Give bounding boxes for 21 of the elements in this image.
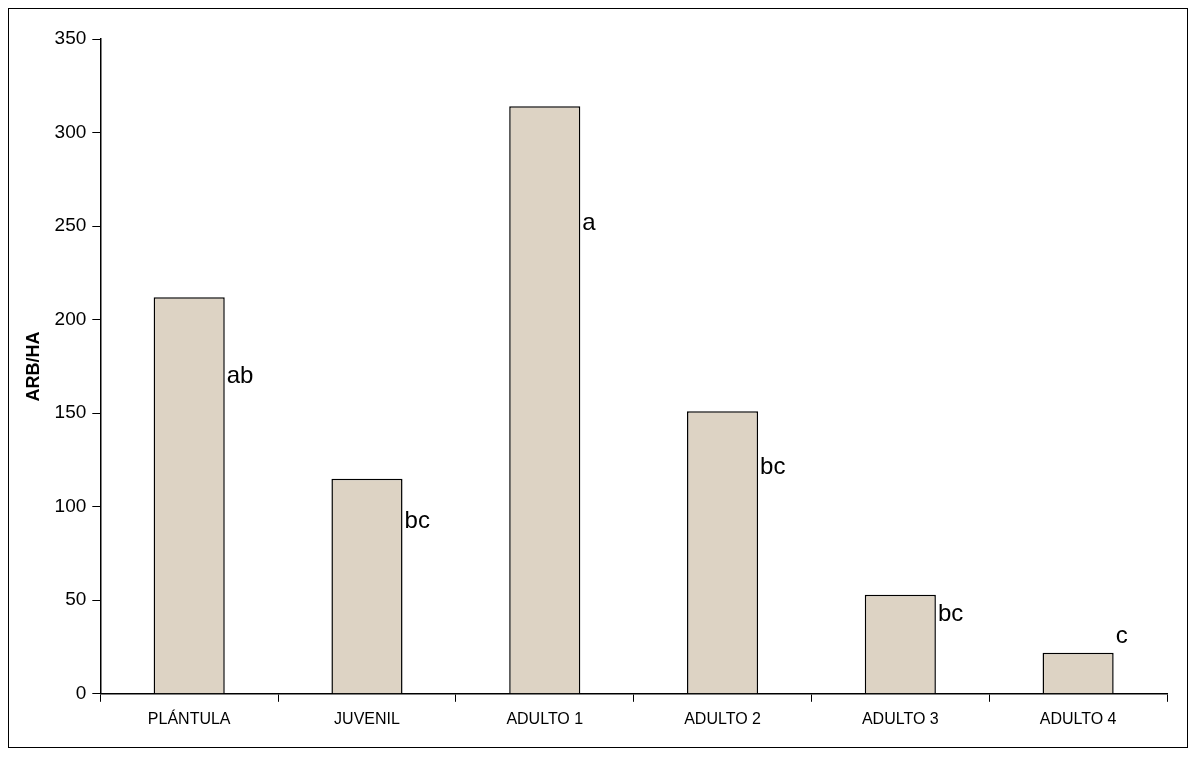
x-tick-label: PLÁNTULA: [147, 708, 231, 727]
y-tick-label: 0: [75, 682, 87, 704]
annotation: bc: [937, 599, 964, 626]
y-tick-label: 200: [54, 307, 87, 329]
y-tick-label: 250: [54, 214, 87, 236]
y-tick-label: 100: [54, 494, 87, 516]
x-tick-label: JUVENIL: [334, 709, 400, 727]
annotation: a: [582, 208, 597, 236]
y-tick-label: 50: [65, 588, 87, 610]
annotation: bc: [404, 506, 430, 534]
y-tick-label: 350: [54, 27, 87, 49]
y-tick-label: 300: [54, 120, 87, 142]
x-tick-label: ADULTO 4: [1039, 709, 1117, 727]
annotation: bc: [760, 452, 786, 480]
annotation: c: [1115, 621, 1128, 649]
y-axis-title: ARB/HA: [22, 331, 43, 402]
x-tick-label: ADULTO 1: [506, 709, 584, 727]
y-tick-label: 150: [54, 401, 87, 423]
x-tick-label: ADULTO 2: [684, 709, 762, 727]
annotation: ab: [226, 361, 254, 389]
x-tick-label: ADULTO 3: [861, 709, 939, 727]
